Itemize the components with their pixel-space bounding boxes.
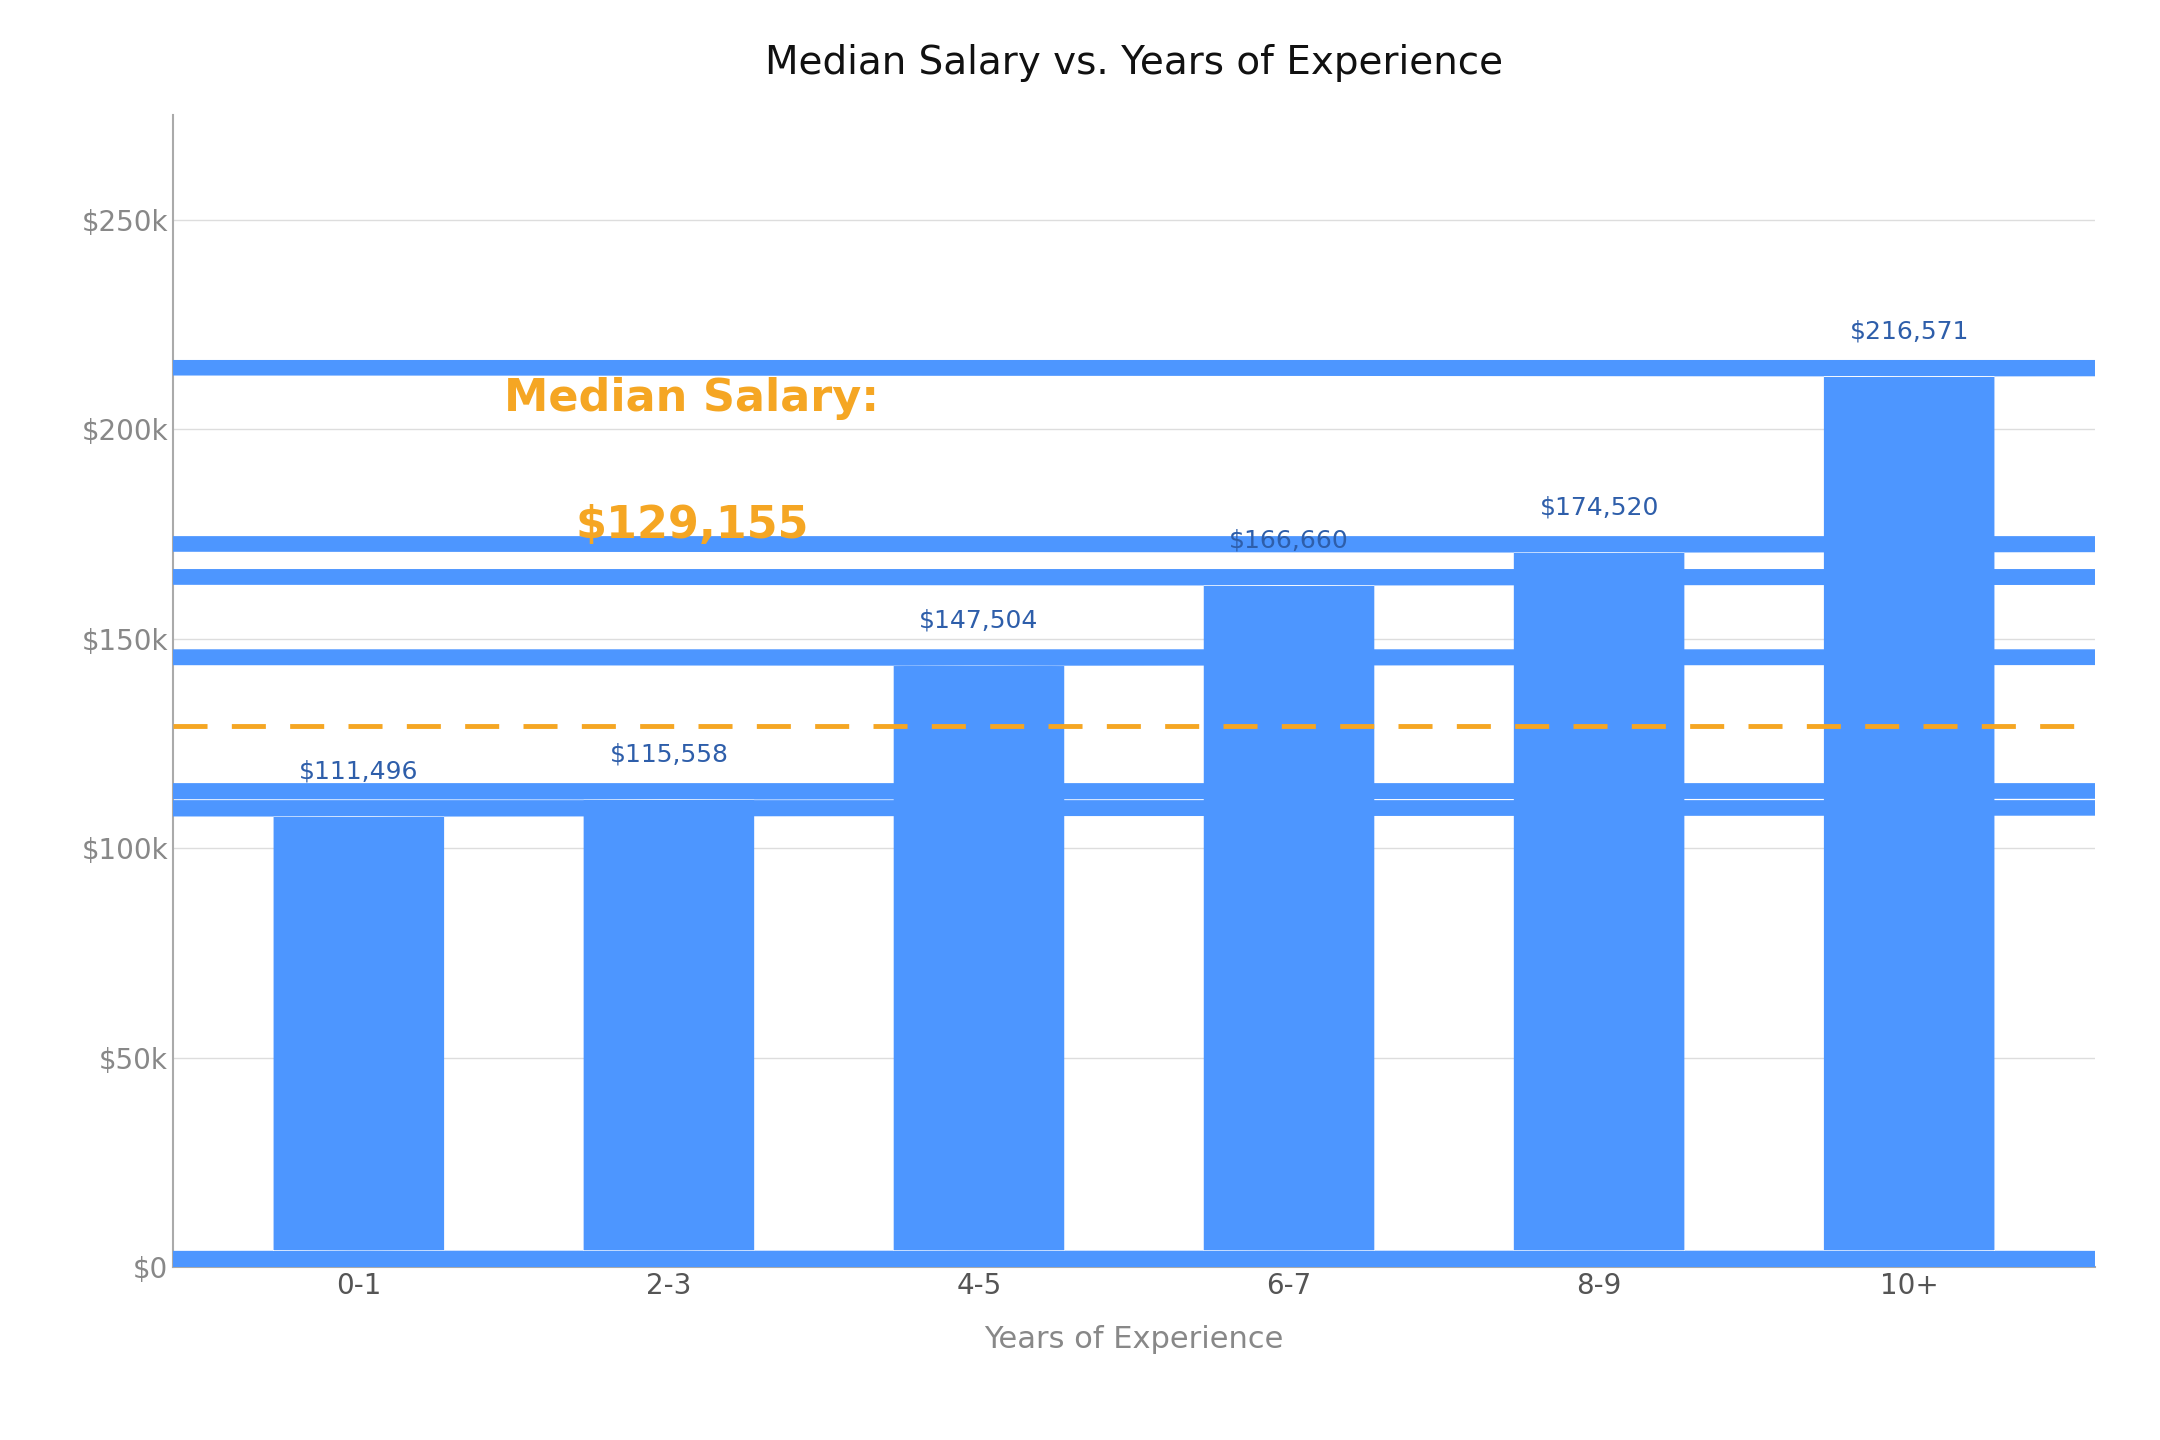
Text: $166,660: $166,660	[1229, 528, 1348, 553]
X-axis label: Years of Experience: Years of Experience	[985, 1325, 1283, 1354]
Text: $147,504: $147,504	[920, 609, 1039, 632]
Text: $115,558: $115,558	[609, 743, 728, 766]
Title: Median Salary vs. Years of Experience: Median Salary vs. Years of Experience	[765, 43, 1503, 82]
Text: Median Salary:: Median Salary:	[503, 377, 879, 420]
FancyBboxPatch shape	[0, 649, 2160, 1267]
FancyBboxPatch shape	[0, 801, 2160, 1267]
FancyBboxPatch shape	[0, 569, 2160, 1267]
Text: $216,571: $216,571	[1849, 320, 1970, 343]
Text: $174,520: $174,520	[1540, 495, 1659, 520]
Text: $111,496: $111,496	[298, 759, 419, 783]
FancyBboxPatch shape	[0, 360, 2160, 1267]
FancyBboxPatch shape	[0, 536, 2160, 1267]
Text: $129,155: $129,155	[575, 504, 808, 547]
FancyBboxPatch shape	[0, 783, 2160, 1267]
